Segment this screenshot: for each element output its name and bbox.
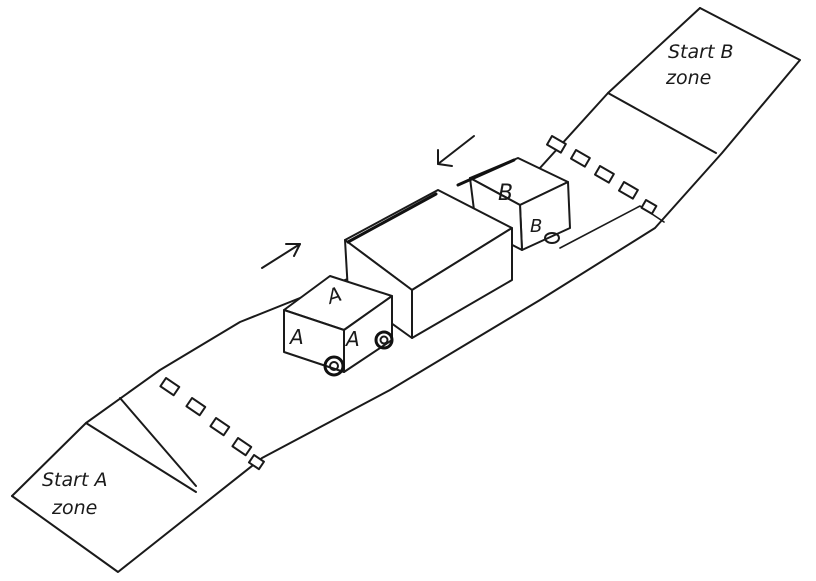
crossing-b-dash xyxy=(640,199,658,215)
vehicle-a-side-label: A xyxy=(344,327,360,351)
start-a-zone-inner-line xyxy=(119,397,197,487)
start-a-zone-subtitle: zone xyxy=(51,497,97,519)
crossing-a-dash xyxy=(209,417,231,437)
start-zone-dividers xyxy=(85,92,717,493)
vehicle-b-wheel-icon xyxy=(544,232,560,244)
start-b-zone-boundary xyxy=(607,92,717,154)
crossing-a-dash xyxy=(231,437,253,457)
crossing-a-dash xyxy=(247,454,265,471)
crossing-a-dash xyxy=(185,397,207,417)
arrow-a-icon xyxy=(261,243,301,269)
start-b-zone-label: Start B zone xyxy=(665,41,734,89)
crossing-a-dash xyxy=(159,377,181,397)
container-end xyxy=(344,239,413,339)
arrow-b-icon xyxy=(437,135,475,167)
crossing-a xyxy=(159,377,265,471)
middle-container xyxy=(344,158,516,339)
start-a-zone-title: Start A xyxy=(42,469,107,491)
start-a-zone-boundary xyxy=(85,422,197,493)
start-a-zone-label: Start A zone xyxy=(42,469,107,519)
vehicle-a: A A A xyxy=(283,275,394,377)
container-top-edge-shadow xyxy=(346,192,438,244)
start-b-zone-subtitle: zone xyxy=(665,67,711,89)
vehicle-a-wheel-front-hub-icon xyxy=(329,361,339,371)
crossing-b xyxy=(546,135,658,215)
road-lower-edge xyxy=(11,7,801,573)
vehicle-a-front-label: A xyxy=(288,325,304,349)
crossing-b-dash xyxy=(570,149,591,168)
vehicle-a-wheel-rear-icon xyxy=(374,330,394,350)
vehicle-a-front xyxy=(283,309,345,373)
road-lower-edge-inner xyxy=(559,205,665,249)
crossing-b-dash xyxy=(546,135,567,154)
crossing-b-dash xyxy=(618,181,639,200)
vehicle-a-wheel-rear-hub-icon xyxy=(379,335,389,345)
vehicle-b-side-label: B xyxy=(530,216,542,237)
crossing-b-dash xyxy=(594,165,615,184)
start-b-zone-title: Start B xyxy=(668,41,734,63)
container-top-edge-shadow-b xyxy=(456,158,516,187)
vehicle-a-wheel-front-icon xyxy=(323,355,345,377)
vehicle-b-top-label: B xyxy=(498,181,513,206)
